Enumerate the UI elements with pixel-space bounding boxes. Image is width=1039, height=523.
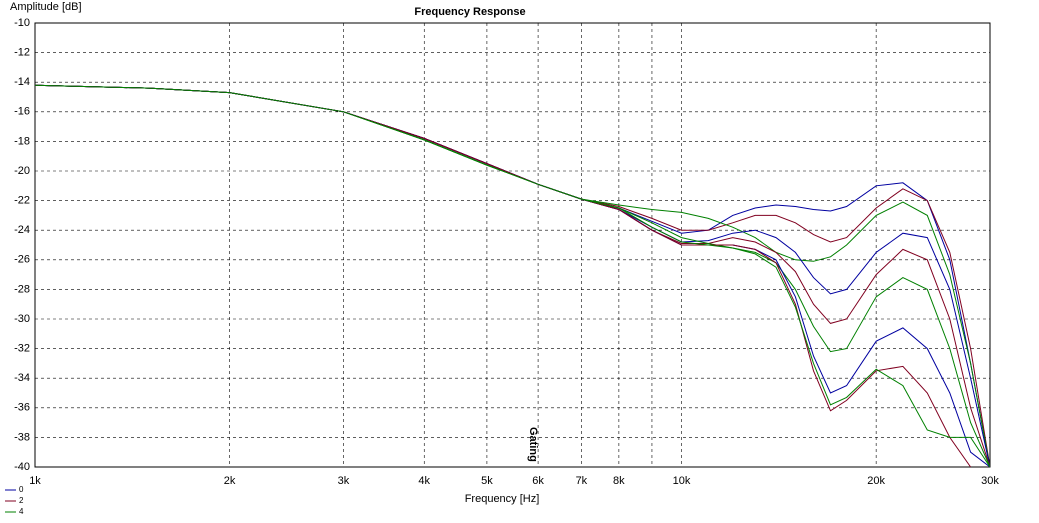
y-tick-label: -30 <box>14 313 30 325</box>
y-tick-label: -40 <box>14 461 30 473</box>
x-tick-label: 20k <box>867 475 885 487</box>
x-tick-label: 5k <box>481 475 493 487</box>
legend-label: 2 <box>19 496 24 505</box>
x-tick-label: 1k <box>29 475 41 487</box>
annotation: Gating <box>527 427 539 462</box>
y-tick-label: -38 <box>14 431 30 443</box>
y-tick-label: -10 <box>14 17 30 29</box>
x-tick-label: 30k <box>981 475 999 487</box>
y-tick-label: -36 <box>14 402 30 414</box>
series-line <box>35 84 972 467</box>
series-line <box>35 84 990 467</box>
legend-label: 4 <box>19 507 24 516</box>
y-tick-label: -32 <box>14 343 30 355</box>
x-tick-label: 4k <box>418 475 430 487</box>
x-tick-label: 8k <box>613 475 625 487</box>
y-tick-label: -24 <box>14 224 30 236</box>
y-tick-label: -18 <box>14 135 30 147</box>
y-axis-label: Amplitude [dB] <box>10 1 82 13</box>
x-tick-label: 10k <box>673 475 691 487</box>
x-tick-label: 2k <box>224 475 236 487</box>
y-tick-label: -22 <box>14 195 30 207</box>
y-tick-label: -12 <box>14 47 30 59</box>
x-tick-label: 6k <box>532 475 544 487</box>
y-tick-label: -14 <box>14 76 30 88</box>
y-tick-label: -16 <box>14 106 30 118</box>
y-tick-label: -20 <box>14 165 30 177</box>
x-axis-label: Frequency [Hz] <box>465 493 540 505</box>
x-tick-label: 7k <box>576 475 588 487</box>
y-tick-label: -28 <box>14 283 30 295</box>
y-tick-label: -34 <box>14 372 30 384</box>
chart-title: Frequency Response <box>414 6 525 18</box>
y-tick-label: -26 <box>14 254 30 266</box>
legend-label: 0 <box>19 485 24 494</box>
x-tick-label: 3k <box>338 475 350 487</box>
